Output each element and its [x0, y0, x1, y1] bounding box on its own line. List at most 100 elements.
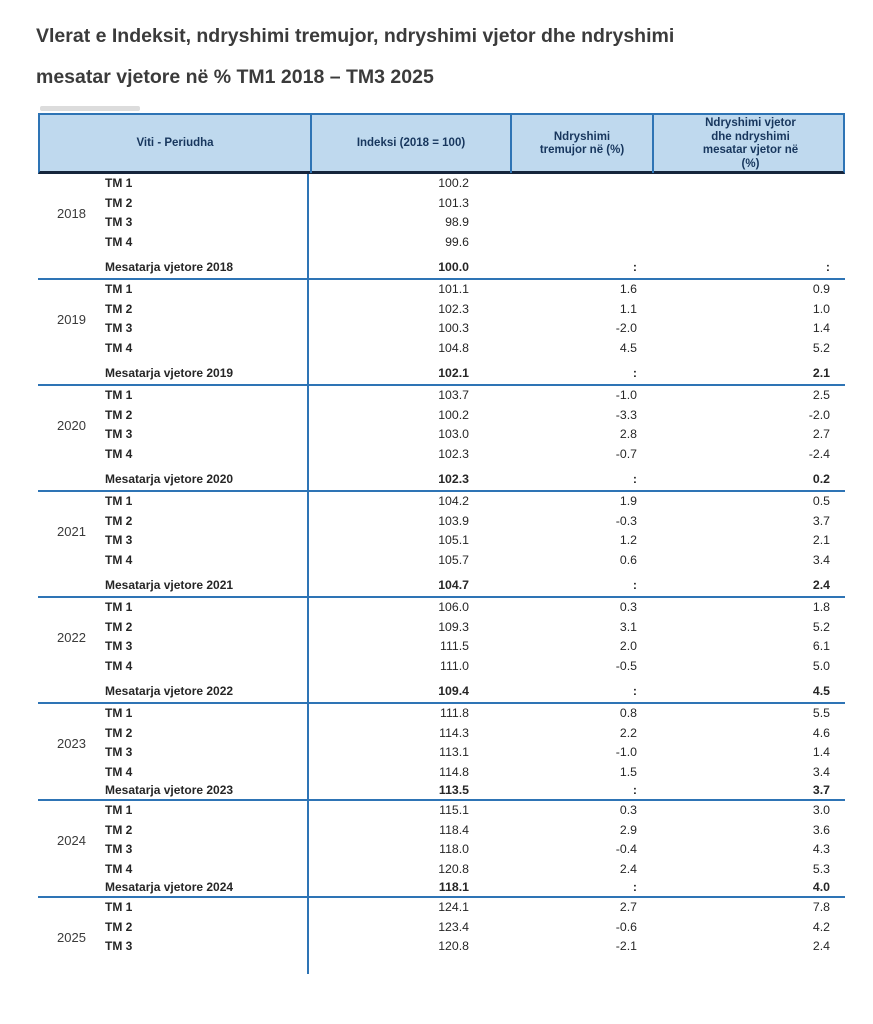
- summary-quarterly-value: :: [632, 880, 637, 894]
- year-group-2021: 2021 TM 1 104.2 1.9 0.5 TM 2 103.9 -0.3 3.7 TM 3 1…: [38, 492, 845, 598]
- annual-change-value: 5.3: [812, 861, 830, 876]
- quarterly-change-value: -2.1: [615, 939, 637, 953]
- annual-change-value: 0.5: [812, 494, 830, 508]
- summary-index-value: 100.0: [438, 260, 469, 274]
- period-label: TM 4: [105, 861, 133, 876]
- quarterly-change-value: 2.8: [619, 427, 637, 441]
- quarterly-change-value: -0.6: [615, 919, 637, 934]
- year-label: 2019: [57, 311, 86, 327]
- data-row: TM 4 99.6: [105, 233, 845, 253]
- index-value: 104.8: [438, 340, 469, 355]
- summary-quarterly-value: :: [632, 366, 637, 380]
- annual-change-value: 4.6: [812, 725, 830, 740]
- year-label: 2021: [57, 523, 86, 539]
- annual-change-value: 3.0: [812, 803, 830, 817]
- period-label: TM 1: [105, 388, 133, 402]
- year-group-2019: 2019 TM 1 101.1 1.6 0.9 TM 2 102.3 1.1 1.0 TM 3 10…: [38, 280, 845, 386]
- year-column: 2020: [38, 386, 105, 464]
- data-row: TM 2 109.3 3.1 5.2: [105, 618, 845, 638]
- data-row: TM 1 111.8 0.8 5.5: [105, 704, 845, 724]
- annual-change-value: 1.8: [812, 600, 830, 614]
- period-label: TM 3: [105, 939, 133, 953]
- column-header: Indeksi (2018 = 100): [310, 115, 510, 173]
- data-row: TM 3 98.9: [105, 213, 845, 233]
- annual-change-value: 3.4: [812, 552, 830, 567]
- annual-change-value: 3.4: [812, 764, 830, 779]
- group-rows: TM 1 111.8 0.8 5.5 TM 2 114.3 2.2 4.6 TM 3 113.1 -…: [105, 704, 845, 799]
- summary-annual-value: 3.7: [812, 783, 830, 797]
- summary-index-value: 118.1: [438, 880, 469, 894]
- annual-change-value: 2.5: [812, 388, 830, 402]
- year-column: 2025: [38, 898, 105, 976]
- summary-row: Mesatarja vjetore 2019 102.1: 2.1: [105, 363, 845, 384]
- period-label: TM 2: [105, 822, 133, 837]
- period-label: TM 1: [105, 803, 133, 817]
- annual-change-value: 2.7: [812, 427, 830, 441]
- year-column: 2018: [38, 174, 105, 252]
- summary-row: Mesatarja vjetore 2022 109.4: 4.5: [105, 681, 845, 702]
- quarterly-change-value: 0.3: [619, 600, 637, 614]
- year-label: 2025: [57, 929, 86, 945]
- quarterly-change-value: 2.0: [619, 639, 637, 653]
- summary-annual-value: 4.5: [812, 684, 830, 698]
- quarterly-change-value: -3.3: [615, 407, 637, 422]
- data-row: TM 2 123.4 -0.6 4.2: [105, 918, 845, 938]
- period-label: TM 4: [105, 234, 133, 249]
- index-value: 106.0: [438, 600, 469, 614]
- index-value: 124.1: [438, 900, 469, 914]
- quarterly-change-value: -0.7: [615, 446, 637, 461]
- period-label: TM 4: [105, 764, 133, 779]
- quarterly-change-value: 4.5: [619, 340, 637, 355]
- data-row: TM 2 118.4 2.9 3.6: [105, 821, 845, 841]
- data-row: TM 1 115.1 0.3 3.0: [105, 801, 845, 821]
- table-body: 2018 TM 1 100.2 TM 2 101.3 TM 3 98.9 TM 4 99.6 Me…: [38, 174, 845, 976]
- summary-index-value: 102.3: [438, 472, 469, 486]
- year-label: 2024: [57, 832, 86, 848]
- annual-change-value: 1.4: [812, 745, 830, 759]
- period-label: TM 2: [105, 619, 133, 634]
- summary-quarterly-value: :: [632, 578, 637, 592]
- period-label: TM 3: [105, 321, 133, 335]
- page-title-line-2: mesatar vjetore në % TM1 2018 – TM3 2025: [36, 66, 434, 88]
- quarterly-change-value: [508, 174, 650, 194]
- period-label: TM 1: [105, 900, 133, 914]
- summary-index-value: 102.1: [438, 366, 469, 380]
- year-label: 2022: [57, 629, 86, 645]
- data-row: TM 4 105.7 0.6 3.4: [105, 551, 845, 571]
- data-row: TM 3 111.5 2.0 6.1: [105, 637, 845, 657]
- index-value: 100.3: [438, 321, 469, 335]
- index-value: 103.9: [438, 513, 469, 528]
- period-label: TM 2: [105, 513, 133, 528]
- year-column: 2023: [38, 704, 105, 782]
- quarterly-change-value: 0.3: [619, 803, 637, 817]
- summary-row: Mesatarja vjetore 2021 104.7: 2.4: [105, 575, 845, 596]
- summary-row: Mesatarja vjetore 2024 118.1: 4.0: [105, 879, 845, 896]
- index-value: 113.1: [439, 745, 469, 759]
- annual-change-value: 6.1: [812, 639, 830, 653]
- period-label: TM 3: [105, 745, 133, 759]
- data-row: TM 3 100.3 -2.0 1.4: [105, 319, 845, 339]
- annual-change-value: 4.2: [812, 919, 830, 934]
- group-rows: TM 1 103.7 -1.0 2.5 TM 2 100.2 -3.3 -2.0 TM 3 103…: [105, 386, 845, 490]
- year-group-2020: 2020 TM 1 103.7 -1.0 2.5 TM 2 100.2 -3.3 -2.0 TM …: [38, 386, 845, 492]
- summary-index-value: 109.4: [438, 684, 469, 698]
- index-table: Viti - Periudha Indeksi (2018 = 100) Ndrys…: [38, 113, 845, 976]
- data-row: TM 3 103.0 2.8 2.7: [105, 425, 845, 445]
- group-rows: TM 1 101.1 1.6 0.9 TM 2 102.3 1.1 1.0 TM 3 100.3 -…: [105, 280, 845, 384]
- data-row: TM 1 104.2 1.9 0.5: [105, 492, 845, 512]
- annual-change-value: 0.9: [812, 282, 830, 296]
- data-row: TM 2 114.3 2.2 4.6: [105, 724, 845, 744]
- table-header: Viti - Periudha Indeksi (2018 = 100) Ndrys…: [38, 113, 845, 174]
- group-rows: TM 1 115.1 0.3 3.0 TM 2 118.4 2.9 3.6 TM 3 118.0 -…: [105, 801, 845, 896]
- summary-label: Mesatarja vjetore 2018: [105, 260, 234, 274]
- data-row: TM 4 120.8 2.4 5.3: [105, 860, 845, 880]
- index-value: 103.7: [438, 388, 469, 402]
- period-label: TM 1: [105, 706, 133, 720]
- year-column: 2021: [38, 492, 105, 570]
- year-group-2025: 2025 TM 1 124.1 2.7 7.8 TM 2 123.4 -0.6 4.2 TM 3 1…: [38, 898, 845, 976]
- quarterly-change-value: 1.1: [619, 301, 637, 316]
- annual-change-value: 3.6: [812, 822, 830, 837]
- quarterly-change-value: -1.0: [615, 388, 637, 402]
- data-row: TM 3 113.1 -1.0 1.4: [105, 743, 845, 763]
- quarterly-change-value: 0.8: [619, 706, 637, 720]
